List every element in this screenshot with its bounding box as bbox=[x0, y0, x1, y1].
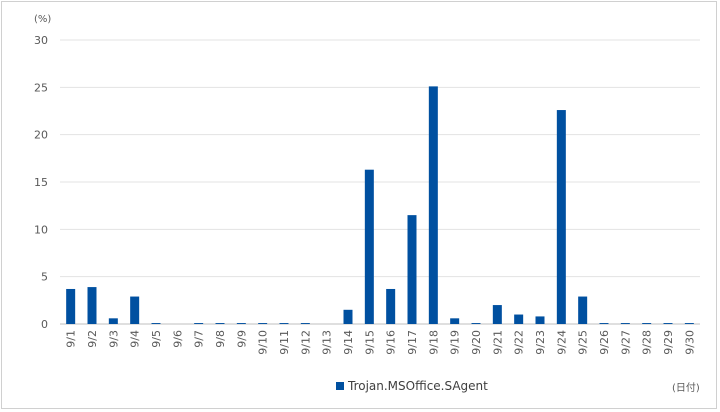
x-tick-label: 9/24 bbox=[555, 330, 568, 355]
bar bbox=[535, 316, 545, 324]
legend-label: Trojan.MSOffice.SAgent bbox=[347, 379, 488, 393]
x-tick-label: 9/18 bbox=[427, 330, 440, 355]
y-tick-label: 25 bbox=[34, 81, 48, 94]
x-tick-label: 9/5 bbox=[150, 330, 163, 348]
bar bbox=[258, 323, 268, 324]
x-tick-label: 9/8 bbox=[214, 330, 227, 348]
x-tick-label: 9/22 bbox=[513, 330, 526, 355]
x-tick-label: 9/4 bbox=[129, 330, 142, 348]
bar bbox=[407, 215, 417, 324]
x-tick-label: 9/11 bbox=[278, 330, 291, 355]
x-tick-label: 9/2 bbox=[86, 330, 99, 348]
y-axis-unit: (%) bbox=[34, 14, 51, 25]
y-tick-label: 5 bbox=[41, 271, 48, 284]
bar bbox=[194, 323, 204, 324]
x-tick-label: 9/1 bbox=[65, 330, 78, 348]
x-tick-label: 9/14 bbox=[342, 330, 355, 355]
bar bbox=[151, 323, 161, 324]
bar bbox=[684, 323, 694, 324]
x-tick-label: 9/20 bbox=[470, 330, 483, 355]
legend-swatch bbox=[336, 382, 344, 390]
bar bbox=[343, 309, 353, 324]
gridlines bbox=[60, 39, 700, 325]
bar bbox=[386, 288, 396, 324]
x-tick-label: 9/27 bbox=[619, 330, 632, 355]
x-tick-label: 9/6 bbox=[171, 330, 184, 348]
x-tick-label: 9/23 bbox=[534, 330, 547, 355]
bar bbox=[236, 323, 246, 324]
x-tick-label: 9/19 bbox=[449, 330, 462, 355]
y-axis-ticks: 0 5 10 15 20 25 30 bbox=[34, 34, 48, 331]
bar bbox=[279, 323, 289, 324]
bar bbox=[599, 323, 609, 324]
bars bbox=[66, 86, 694, 325]
bar bbox=[428, 86, 438, 325]
bar bbox=[556, 110, 566, 324]
legend: Trojan.MSOffice.SAgent bbox=[336, 379, 488, 393]
y-tick-label: 10 bbox=[34, 223, 48, 236]
bar bbox=[492, 305, 502, 324]
bar bbox=[108, 318, 118, 324]
bar bbox=[471, 323, 481, 324]
x-tick-label: 9/7 bbox=[193, 330, 206, 348]
bar bbox=[66, 288, 76, 324]
bar bbox=[130, 296, 140, 324]
bar bbox=[663, 323, 673, 324]
bar bbox=[215, 323, 225, 324]
x-tick-label: 9/12 bbox=[299, 330, 312, 355]
x-tick-label: 9/16 bbox=[385, 330, 398, 355]
x-tick-label: 9/21 bbox=[491, 330, 504, 355]
x-tick-label: 9/10 bbox=[257, 330, 270, 355]
bar bbox=[364, 169, 374, 324]
y-tick-label: 0 bbox=[41, 318, 48, 331]
x-tick-label: 9/15 bbox=[363, 330, 376, 355]
x-tick-label: 9/29 bbox=[662, 330, 675, 355]
y-tick-label: 20 bbox=[34, 129, 48, 142]
bar bbox=[578, 296, 588, 324]
bar bbox=[514, 314, 524, 324]
bar bbox=[300, 323, 310, 324]
x-tick-label: 9/17 bbox=[406, 330, 419, 355]
y-tick-label: 30 bbox=[34, 34, 48, 47]
x-axis-unit: (日付) bbox=[672, 381, 700, 394]
x-tick-label: 9/9 bbox=[235, 330, 248, 348]
x-tick-label: 9/3 bbox=[107, 330, 120, 348]
x-tick-label: 9/13 bbox=[321, 330, 334, 355]
x-tick-label: 9/26 bbox=[598, 330, 611, 355]
bar bbox=[620, 323, 630, 324]
y-tick-label: 15 bbox=[34, 176, 48, 189]
x-tick-label: 9/30 bbox=[683, 330, 696, 355]
bar bbox=[450, 318, 460, 324]
bar bbox=[87, 287, 97, 324]
x-tick-label: 9/25 bbox=[577, 330, 590, 355]
x-axis-ticks: 9/1 9/2 9/3 9/4 9/5 9/6 9/7 9/8 9/9 9/10 9/11 9/12 9… bbox=[65, 330, 697, 355]
bar bbox=[642, 323, 652, 324]
x-tick-label: 9/28 bbox=[641, 330, 654, 355]
